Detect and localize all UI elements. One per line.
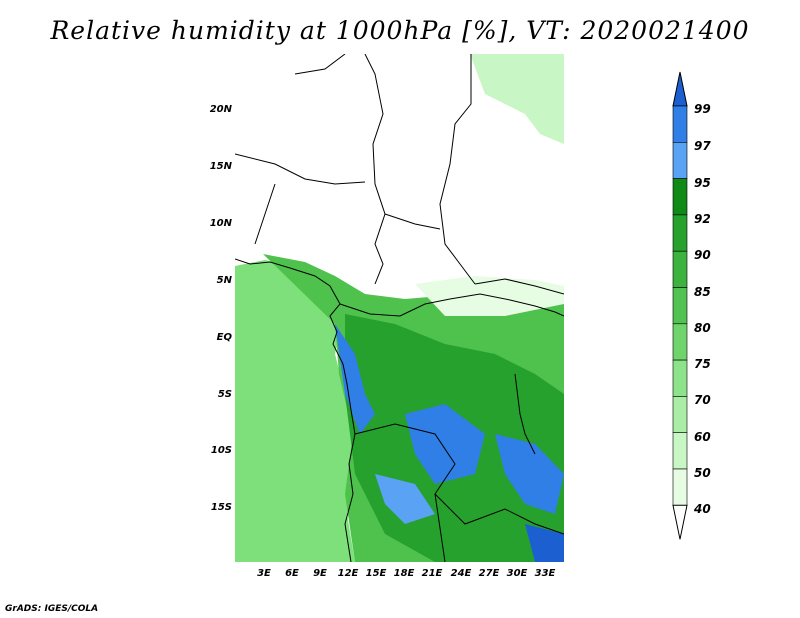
- colorbar-label: 80: [694, 321, 711, 335]
- lat-label: 15S: [210, 502, 232, 513]
- colorbar-label: 85: [694, 285, 711, 299]
- colorbar-segment: [672, 323, 688, 361]
- lat-label: 15N: [209, 161, 232, 172]
- lon-label: 21E: [421, 568, 443, 579]
- lon-label: 27E: [478, 568, 500, 579]
- lat-label: 20N: [209, 104, 232, 115]
- colorbar-segment: [672, 142, 688, 179]
- lon-label: 6E: [285, 568, 299, 579]
- colorbar-segment: [672, 287, 688, 325]
- lon-label: 9E: [313, 568, 327, 579]
- map-title: Relative humidity at 1000hPa [%], VT: 20…: [50, 16, 750, 45]
- lon-label: 15E: [365, 568, 387, 579]
- lon-label: 33E: [534, 568, 556, 579]
- colorbar-segment: [672, 214, 688, 252]
- colorbar-label: 40: [694, 502, 711, 516]
- lon-label: 24E: [450, 568, 472, 579]
- colorbar-segment: [672, 250, 688, 288]
- colorbar-label: 70: [694, 393, 711, 407]
- lon-label: 18E: [393, 568, 415, 579]
- colorbar-label: 95: [694, 176, 711, 190]
- colorbar-segment: [672, 178, 688, 216]
- lon-label: 3E: [257, 568, 271, 579]
- credit-text: GrADS: IGES/COLA: [5, 604, 99, 614]
- colorbar-label: 97: [694, 139, 711, 153]
- colorbar-label: 99: [694, 102, 711, 116]
- colorbar-top-arrow: [672, 71, 688, 107]
- colorbar-label: 50: [694, 466, 711, 480]
- colorbar-label: 75: [694, 357, 711, 371]
- lon-label: 30E: [506, 568, 528, 579]
- lon-label: 12E: [337, 568, 359, 579]
- colorbar-label: 60: [694, 430, 711, 444]
- lat-label: 10N: [209, 218, 232, 229]
- humidity-map: [235, 54, 564, 562]
- colorbar-label: 92: [694, 212, 711, 226]
- colorbar: [672, 71, 688, 540]
- colorbar-bottom-arrow: [672, 504, 688, 540]
- lat-label: 5S: [217, 389, 232, 400]
- colorbar-label: 90: [694, 248, 711, 262]
- colorbar-segment: [672, 396, 688, 433]
- lat-label: 10S: [210, 445, 232, 456]
- lat-label: 5N: [216, 275, 232, 286]
- colorbar-segment: [672, 468, 688, 506]
- lat-label: EQ: [216, 332, 232, 343]
- colorbar-segment: [672, 105, 688, 143]
- colorbar-segment: [672, 432, 688, 470]
- colorbar-segment: [672, 359, 688, 397]
